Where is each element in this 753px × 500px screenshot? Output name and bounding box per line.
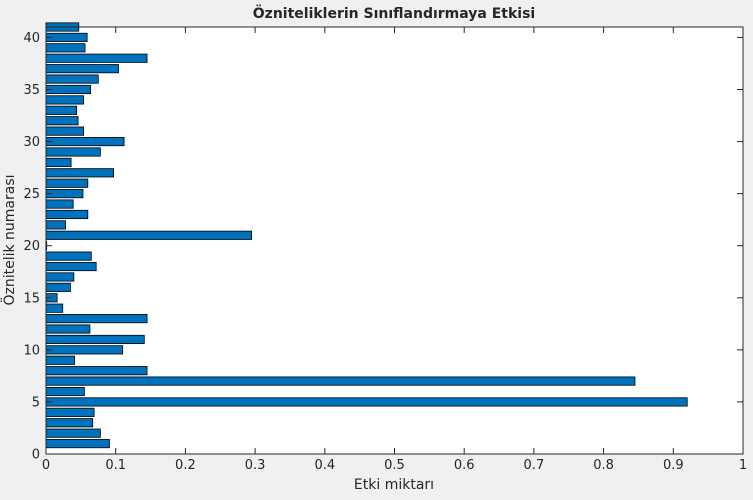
x-tick-label: 0.2 xyxy=(175,458,196,473)
x-tick-label: 1 xyxy=(739,458,747,473)
bar-13 xyxy=(45,314,148,324)
bar-40 xyxy=(45,32,88,42)
chart-title: Özniteliklerin Sınıflandırmaya Etkisi xyxy=(253,4,535,22)
bar-7 xyxy=(45,376,636,386)
x-tick-label: 0.4 xyxy=(314,458,335,473)
bar-30 xyxy=(45,136,125,147)
bar-23 xyxy=(45,209,89,220)
bar-17 xyxy=(45,272,75,282)
bar-35 xyxy=(45,84,92,95)
bar-19 xyxy=(45,251,92,261)
bar-33 xyxy=(45,105,78,115)
bar-26 xyxy=(45,178,89,188)
x-tick-label: 0.9 xyxy=(663,458,684,473)
bar-12 xyxy=(45,324,91,334)
bar-27 xyxy=(45,168,115,178)
bar-38 xyxy=(45,53,148,63)
bar-6 xyxy=(45,386,85,397)
x-tick-label: 0 xyxy=(42,458,50,473)
plot-area xyxy=(46,27,743,454)
y-axis-label: Öznitelik numarası xyxy=(0,174,18,305)
x-axis-ticks: 0 0.1 0.2 0.3 0.4 0.5 0.6 0.7 0.8 0.9 1 xyxy=(42,27,747,473)
bar-24 xyxy=(45,199,74,209)
y-tick-label: 0 xyxy=(32,448,40,463)
bar-14 xyxy=(45,303,64,313)
y-tick-label: 35 xyxy=(23,83,40,98)
bar-5 xyxy=(45,397,688,407)
y-tick-label: 5 xyxy=(32,395,40,410)
y-axis-ticks: 0 5 10 15 20 25 30 35 40 xyxy=(23,31,743,463)
bar-8 xyxy=(45,366,148,376)
bar-39 xyxy=(45,43,86,53)
y-tick-label: 10 xyxy=(23,343,40,358)
x-tick-label: 0.6 xyxy=(454,458,475,473)
bar-9 xyxy=(45,355,75,365)
x-tick-label: 0.5 xyxy=(384,458,405,473)
bar-3 xyxy=(45,418,94,428)
x-tick-label: 0.7 xyxy=(524,458,545,473)
bar-4 xyxy=(45,407,95,417)
x-tick-label: 0.1 xyxy=(105,458,126,473)
y-tick-label: 30 xyxy=(23,135,40,150)
x-tick-label: 0.3 xyxy=(245,458,266,473)
bar-32 xyxy=(45,116,79,126)
bar-10 xyxy=(45,345,124,355)
bar-28 xyxy=(45,157,72,167)
bar-36 xyxy=(45,74,99,84)
bar-22 xyxy=(45,220,66,230)
bar-18 xyxy=(45,261,97,272)
x-axis-label: Etki miktarı xyxy=(354,477,434,493)
x-tick-label: 0.8 xyxy=(593,458,614,473)
bar-29 xyxy=(45,147,101,157)
bar-16 xyxy=(45,282,71,292)
bar-37 xyxy=(45,64,119,74)
bar-11 xyxy=(45,334,145,345)
bars-group xyxy=(45,22,688,449)
bar-1 xyxy=(45,439,110,449)
bar-2 xyxy=(45,428,101,438)
y-tick-label: 25 xyxy=(23,187,40,202)
bar-34 xyxy=(45,95,85,105)
y-tick-label: 15 xyxy=(23,291,40,306)
y-tick-label: 40 xyxy=(23,31,40,46)
bar-21 xyxy=(45,230,253,240)
y-tick-label: 20 xyxy=(23,239,40,254)
bar-31 xyxy=(45,126,85,136)
